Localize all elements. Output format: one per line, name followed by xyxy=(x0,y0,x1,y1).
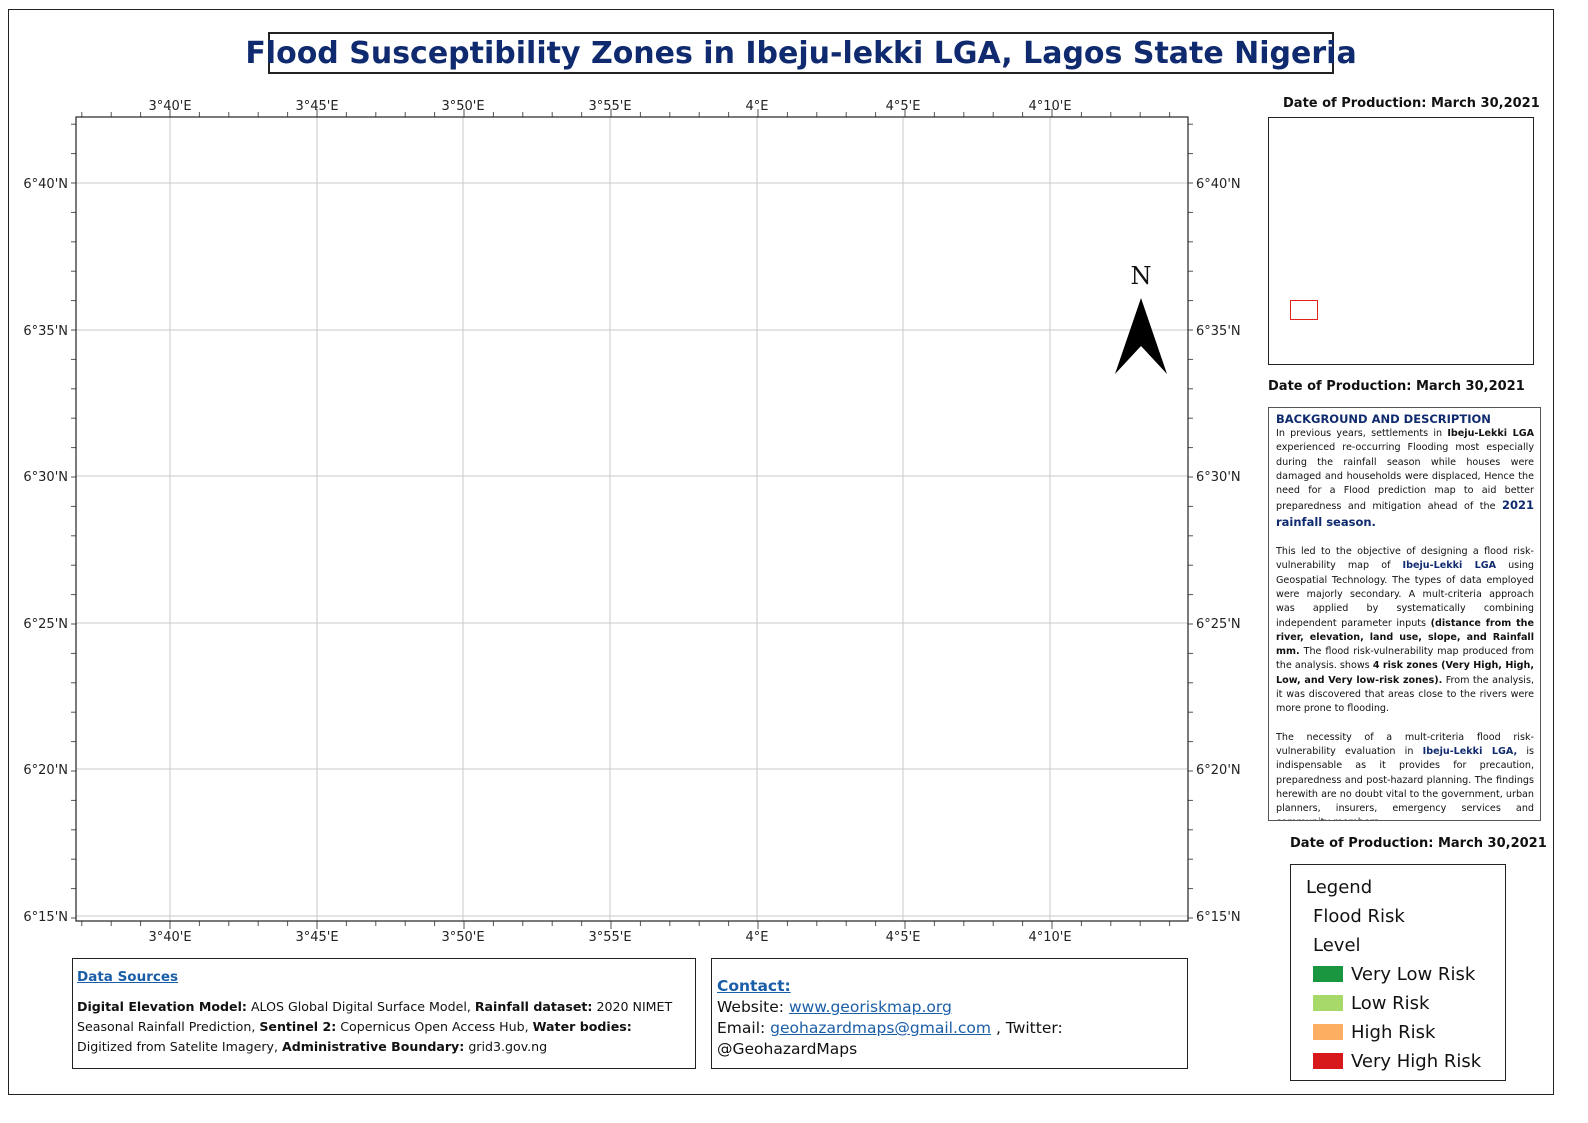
website-line: Website: www.georiskmap.org xyxy=(717,998,952,1016)
background-heading: BACKGROUND AND DESCRIPTION xyxy=(1276,412,1491,426)
legend-subtitle-1: Flood Risk xyxy=(1313,906,1405,927)
legend-swatch-low xyxy=(1313,995,1343,1011)
background-paragraph-3: The necessity of a mult-criteria flood r… xyxy=(1276,731,1534,820)
contact-panel: Contact: Website: www.georiskmap.org Ema… xyxy=(711,958,1188,1069)
data-sources-text: Digital Elevation Model: ALOS Global Dig… xyxy=(77,999,673,1054)
website-link[interactable]: www.georiskmap.org xyxy=(788,998,952,1016)
map-title: Flood Susceptibility Zones in Ibeju-lekk… xyxy=(245,35,1357,71)
contact-heading: Contact: xyxy=(717,977,791,995)
email-link[interactable]: geohazardmaps@gmail.com xyxy=(770,1019,992,1037)
background-paragraph-1: In previous years, settlements in Ibeju-… xyxy=(1276,428,1535,529)
overview-map xyxy=(1268,117,1534,365)
legend-item-very-low: Very Low Risk xyxy=(1313,964,1475,985)
legend-title: Legend xyxy=(1306,877,1373,898)
map-title-box: Flood Susceptibility Zones in Ibeju-lekk… xyxy=(245,32,1357,74)
legend-subtitle-2: Level xyxy=(1313,935,1361,956)
legend-swatch-high xyxy=(1313,1024,1343,1040)
email-line: Email: geohazardmaps@gmail.com , Twitter… xyxy=(717,1019,1063,1058)
legend-swatch-very-low xyxy=(1313,966,1343,982)
production-date-bottom: Date of Production: March 30,2021 xyxy=(1290,836,1547,851)
data-sources-panel: Data Sources Digital Elevation Model: AL… xyxy=(72,958,696,1069)
legend-item-very-high: Very High Risk xyxy=(1313,1051,1481,1072)
page-frame xyxy=(8,9,1554,1095)
legend-swatch-very-high xyxy=(1313,1053,1343,1069)
data-sources-heading: Data Sources xyxy=(77,969,179,985)
legend-item-high: High Risk xyxy=(1313,1022,1435,1043)
production-date-middle: Date of Production: March 30,2021 xyxy=(1268,379,1525,394)
legend-panel: Legend Flood Risk Level Very Low Risk Lo… xyxy=(1290,864,1506,1081)
production-date-top: Date of Production: March 30,2021 xyxy=(1283,96,1540,111)
twitter-handle: , Twitter: @GeohazardMaps xyxy=(717,1019,1063,1058)
area-of-interest-box xyxy=(1290,300,1318,320)
background-description-panel: BACKGROUND AND DESCRIPTION In previous y… xyxy=(1268,407,1541,821)
background-paragraph-2: This led to the objective of designing a… xyxy=(1276,546,1535,715)
legend-item-low: Low Risk xyxy=(1313,993,1429,1014)
